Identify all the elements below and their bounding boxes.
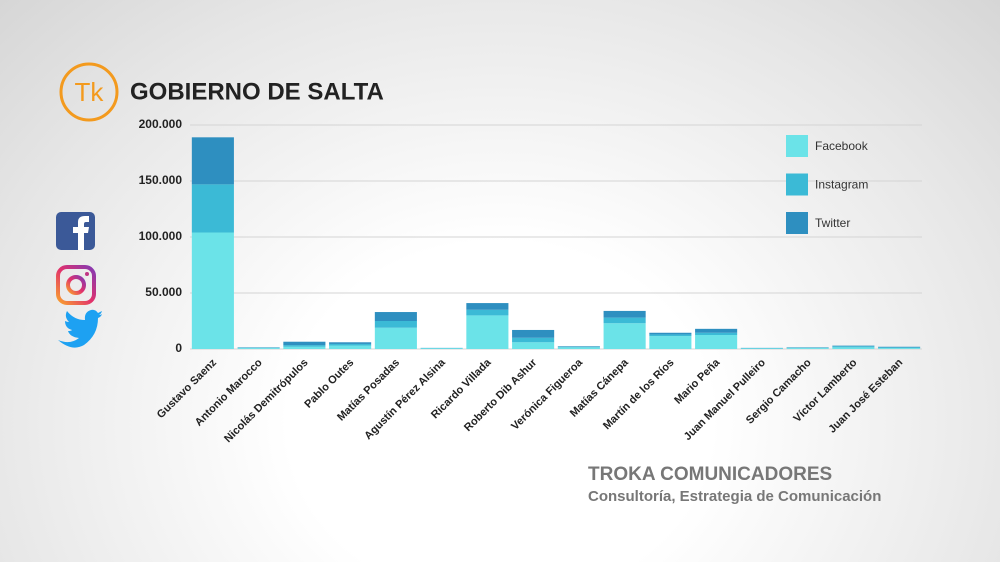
facebook-icon	[56, 212, 95, 250]
x-tick-label: Nicolás Demitrópulos	[222, 357, 310, 445]
bar	[832, 345, 875, 347]
bar	[283, 346, 326, 349]
bar	[329, 345, 372, 349]
bar	[329, 342, 372, 344]
bar	[603, 317, 646, 324]
bar	[557, 347, 600, 349]
bar	[695, 332, 738, 335]
bar	[191, 137, 234, 185]
y-tick-label: 50.000	[145, 285, 182, 299]
bar	[283, 341, 326, 346]
y-tick-label: 0	[175, 341, 182, 355]
bar	[420, 348, 463, 349]
bar	[878, 346, 921, 348]
logo: Tk	[59, 62, 119, 122]
legend-swatch	[786, 135, 808, 157]
logo-ring	[59, 62, 119, 122]
bar	[557, 346, 600, 347]
y-tick-label: 100.000	[139, 229, 183, 243]
bar	[832, 346, 875, 348]
bar	[512, 337, 555, 343]
bar	[329, 343, 372, 346]
legend-label: Twitter	[815, 216, 850, 230]
legend-swatch	[786, 212, 808, 234]
bar	[374, 321, 417, 328]
bar	[832, 347, 875, 349]
instagram-icon	[56, 265, 96, 305]
bar	[283, 345, 326, 347]
bar	[649, 336, 692, 349]
bar	[466, 309, 509, 316]
bar	[740, 348, 783, 349]
x-tick-label: Mario Peña	[672, 356, 723, 407]
bar	[512, 329, 555, 338]
bar	[374, 312, 417, 321]
legend-swatch	[786, 173, 808, 196]
bar	[695, 335, 738, 349]
bar	[466, 303, 509, 310]
brand-name: TROKA COMUNICADORES	[588, 464, 832, 485]
bar	[649, 332, 692, 335]
bar	[512, 342, 555, 349]
x-tick-label: Agustín Pérez Alsina	[362, 356, 448, 442]
bar	[878, 347, 921, 349]
brand-tagline: Consultoría, Estrategia de Comunicación	[588, 488, 881, 505]
bar	[603, 323, 646, 349]
y-tick-label: 150.000	[139, 173, 183, 187]
bar	[649, 334, 692, 337]
bar	[191, 232, 234, 349]
legend-label: Instagram	[815, 178, 868, 192]
chart-title: GOBIERNO DE SALTA	[130, 78, 384, 105]
bar	[603, 310, 646, 318]
x-tick-label: Juan Manuel Pulleiro	[682, 356, 768, 442]
twitter-icon	[58, 309, 102, 348]
bar	[466, 315, 509, 349]
legend-label: Facebook	[815, 139, 869, 153]
bar	[191, 184, 234, 233]
logo-text: Tk	[75, 77, 105, 107]
y-tick-label: 200.000	[139, 117, 183, 131]
bar	[878, 348, 921, 349]
bar	[374, 327, 417, 349]
bar	[695, 328, 738, 333]
bar	[786, 348, 829, 349]
bar	[237, 348, 280, 349]
bar	[557, 346, 600, 348]
